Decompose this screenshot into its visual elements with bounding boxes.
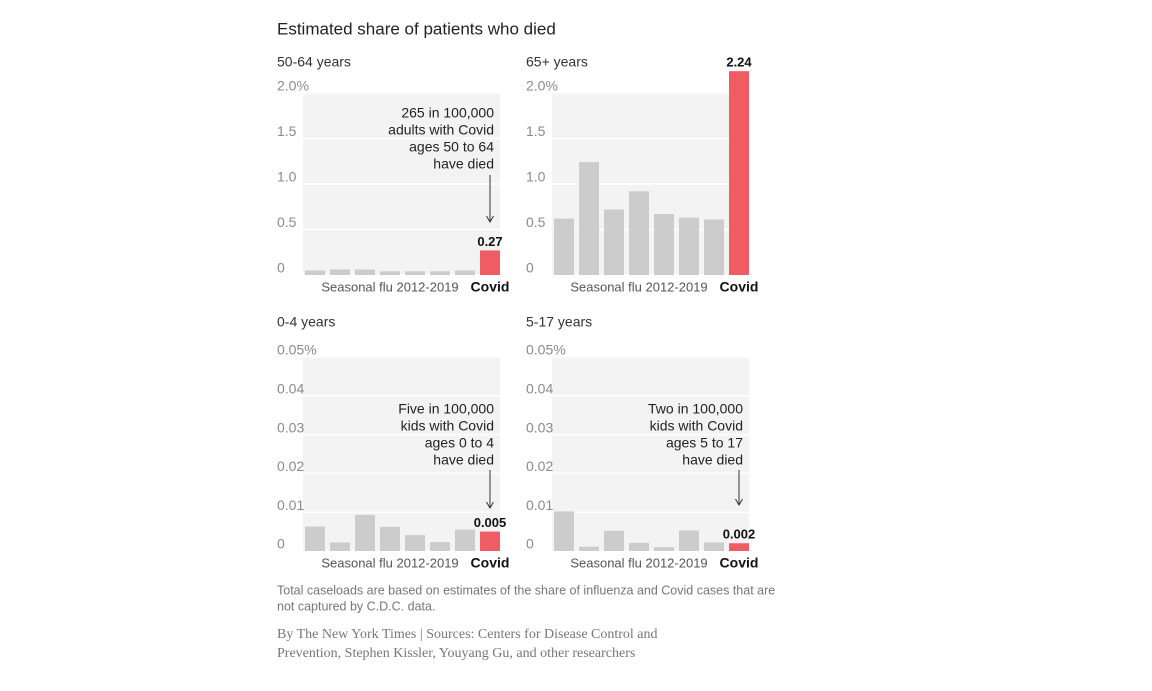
annotation: ages 5 to 17 bbox=[666, 435, 743, 451]
bar bbox=[729, 71, 749, 275]
bar bbox=[480, 531, 500, 551]
bar bbox=[430, 271, 450, 275]
y-tick-label: 0.01 bbox=[277, 497, 304, 513]
data-label: 2.24 bbox=[726, 55, 752, 70]
y-tick-label: 0.02 bbox=[526, 458, 553, 474]
y-tick-label: 1.5 bbox=[526, 123, 546, 139]
bar bbox=[679, 530, 699, 551]
y-tick-label: 0.04 bbox=[277, 381, 304, 397]
y-tick-label: 2.0% bbox=[277, 78, 309, 94]
y-tick-label: 0 bbox=[277, 260, 285, 276]
bar bbox=[430, 542, 450, 551]
y-tick-label: 0.03 bbox=[277, 419, 304, 435]
annotation: have died bbox=[433, 452, 494, 468]
bar bbox=[380, 271, 400, 275]
bar bbox=[604, 530, 624, 551]
annotation: have died bbox=[682, 452, 743, 468]
bar bbox=[704, 219, 724, 275]
bar bbox=[305, 270, 325, 275]
bar bbox=[629, 542, 649, 551]
y-tick-label: 1.0 bbox=[277, 169, 297, 185]
bar bbox=[554, 218, 574, 275]
arrow-head bbox=[486, 501, 494, 509]
bar bbox=[330, 269, 350, 275]
arrow-head bbox=[486, 215, 494, 223]
note: not captured by C.D.C. data. bbox=[277, 599, 435, 613]
bar bbox=[380, 526, 400, 551]
annotation: have died bbox=[433, 156, 494, 172]
y-tick-label: 1.0 bbox=[526, 169, 546, 185]
plot-background bbox=[303, 357, 500, 551]
annotation: kids with Covid bbox=[401, 418, 494, 434]
y-tick-label: 0.05% bbox=[277, 342, 317, 358]
credit: Prevention, Stephen Kissler, Youyang Gu,… bbox=[277, 646, 635, 661]
page-title: Estimated share of patients who died bbox=[277, 19, 556, 38]
y-tick-label: 0 bbox=[526, 536, 534, 552]
group-label: Seasonal flu 2012-2019 bbox=[321, 555, 458, 570]
annotation: ages 50 to 64 bbox=[409, 139, 494, 155]
chart-title: 65+ years bbox=[526, 54, 588, 70]
data-label: 0.002 bbox=[723, 527, 756, 542]
x-tick-label: Covid bbox=[720, 279, 759, 295]
bar bbox=[330, 542, 350, 551]
bar bbox=[305, 526, 325, 551]
plot-background bbox=[552, 357, 749, 551]
y-tick-label: 0.05% bbox=[526, 342, 566, 358]
annotation: kids with Covid bbox=[650, 418, 743, 434]
annotation: adults with Covid bbox=[388, 122, 494, 138]
y-tick-label: 1.5 bbox=[277, 123, 297, 139]
annotation: Two in 100,000 bbox=[648, 401, 743, 417]
bar bbox=[355, 269, 375, 275]
bar bbox=[355, 514, 375, 551]
bar bbox=[654, 214, 674, 275]
y-tick-label: 2.0% bbox=[526, 78, 558, 94]
annotation: 265 in 100,000 bbox=[401, 105, 494, 121]
chart-title: 50-64 years bbox=[277, 54, 351, 70]
y-tick-label: 0.02 bbox=[277, 458, 304, 474]
y-tick-label: 0.5 bbox=[277, 214, 297, 230]
y-tick-label: 0.01 bbox=[526, 497, 553, 513]
group-label: Seasonal flu 2012-2019 bbox=[570, 279, 707, 294]
group-label: Seasonal flu 2012-2019 bbox=[570, 555, 707, 570]
credit: By The New York Times | Sources: Centers… bbox=[277, 627, 658, 642]
annotation: Five in 100,000 bbox=[398, 401, 494, 417]
chart-title: 5-17 years bbox=[526, 314, 592, 330]
annotation: ages 0 to 4 bbox=[425, 435, 494, 451]
bar bbox=[579, 546, 599, 551]
y-tick-label: 0.5 bbox=[526, 214, 546, 230]
data-label: 0.005 bbox=[474, 515, 507, 530]
bar bbox=[579, 162, 599, 275]
bar bbox=[455, 529, 475, 551]
y-tick-label: 0.03 bbox=[526, 419, 553, 435]
group-label: Seasonal flu 2012-2019 bbox=[321, 279, 458, 294]
bar bbox=[554, 511, 574, 551]
bar bbox=[405, 535, 425, 551]
bar bbox=[629, 191, 649, 275]
chart-title: 0-4 years bbox=[277, 314, 335, 330]
bar bbox=[654, 547, 674, 551]
bar bbox=[679, 217, 699, 275]
y-tick-label: 0 bbox=[526, 260, 534, 276]
arrow-head bbox=[735, 498, 743, 506]
x-tick-label: Covid bbox=[471, 279, 510, 295]
data-label: 0.27 bbox=[477, 234, 502, 249]
bar bbox=[480, 250, 500, 275]
bar bbox=[729, 543, 749, 551]
x-tick-label: Covid bbox=[471, 555, 510, 571]
note: Total caseloads are based on estimates o… bbox=[277, 583, 775, 597]
y-tick-label: 0 bbox=[277, 536, 285, 552]
y-tick-label: 0.04 bbox=[526, 381, 553, 397]
bar bbox=[604, 209, 624, 275]
x-tick-label: Covid bbox=[720, 555, 759, 571]
bar bbox=[455, 270, 475, 275]
bar bbox=[405, 271, 425, 275]
bar bbox=[704, 542, 724, 551]
